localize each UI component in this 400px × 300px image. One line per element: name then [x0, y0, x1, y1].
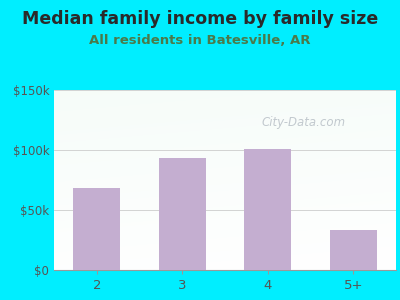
Bar	[73, 188, 120, 270]
Text: All residents in Batesville, AR: All residents in Batesville, AR	[89, 34, 311, 47]
Bar	[159, 158, 206, 270]
Bar	[330, 230, 377, 270]
Text: Median family income by family size: Median family income by family size	[22, 11, 378, 28]
Text: City-Data.com: City-Data.com	[262, 116, 346, 129]
Bar	[244, 149, 291, 270]
